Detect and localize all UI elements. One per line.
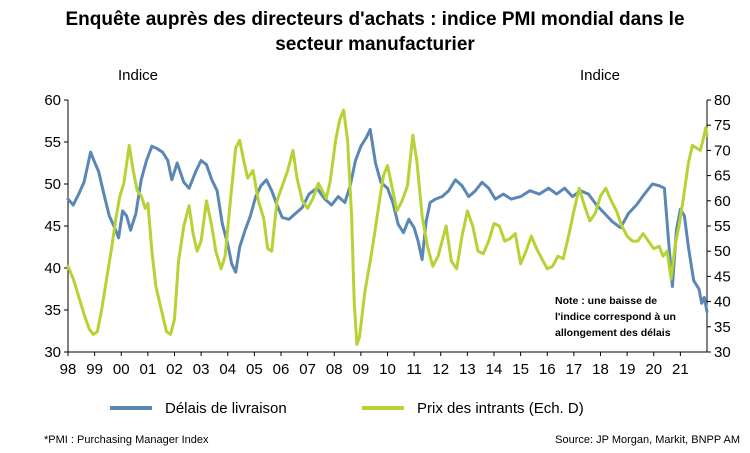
left-axis-unit: Indice [118, 67, 158, 84]
series-line-delais [66, 127, 709, 314]
right-tick-label: 65 [714, 168, 731, 185]
right-tick-label: 75 [714, 117, 731, 134]
series-line-prix [66, 108, 709, 346]
x-tick-label: 00 [113, 361, 130, 378]
x-tick-label: 08 [326, 361, 343, 378]
x-tick-label: 17 [566, 361, 583, 378]
left-tick-label: 50 [44, 176, 61, 193]
x-tick-label: 11 [406, 361, 422, 378]
x-tick-label: 16 [539, 361, 556, 378]
right-tick-label: 60 [714, 193, 731, 210]
x-tick-label: 02 [166, 361, 183, 378]
x-tick-label: 98 [60, 361, 77, 378]
x-tick-label: 07 [299, 361, 316, 378]
x-tick-label: 15 [512, 361, 529, 378]
x-tick-label: 10 [379, 361, 396, 378]
chart-title-line-2: secteur manufacturier [275, 34, 475, 55]
x-tick-label: 09 [353, 361, 370, 378]
left-axis: 30 35 40 45 50 55 60 [44, 92, 69, 361]
right-axis: 30 35 40 45 50 55 60 65 70 75 80 [706, 92, 731, 361]
left-tick-label: 55 [44, 134, 61, 151]
right-tick-label: 30 [714, 344, 731, 361]
right-tick-label: 70 [714, 142, 731, 159]
left-tick-label: 35 [44, 302, 61, 319]
x-tick-label: 99 [86, 361, 103, 378]
x-tick-label: 06 [273, 361, 290, 378]
annotation-line-3: allongement des délais [555, 327, 671, 339]
x-tick-label: 03 [193, 361, 210, 378]
x-tick-label: 12 [432, 361, 449, 378]
left-tick-label: 40 [44, 260, 61, 277]
annotation-line-1: Note : une baisse de [555, 295, 657, 307]
x-tick-label: 14 [486, 361, 503, 378]
x-axis: 98 99 00 01 02 03 04 05 06 07 08 09 10 11 12 13 14 15 16 17… [60, 351, 707, 378]
x-tick-label: 20 [645, 361, 662, 378]
right-tick-label: 40 [714, 294, 731, 311]
x-tick-label: 04 [219, 361, 236, 378]
annotation-note: Note : une baisse de l'indice correspond… [555, 295, 676, 339]
footnote-source: Source: JP Morgan, Markit, BNPP AM [555, 434, 740, 446]
right-tick-label: 50 [714, 243, 731, 260]
legend: Délais de livraison Prix des intrants (E… [110, 400, 584, 417]
left-tick-label: 30 [44, 344, 61, 361]
legend-label-delais: Délais de livraison [165, 400, 287, 417]
right-tick-label: 45 [714, 268, 731, 285]
x-tick-label: 21 [672, 361, 689, 378]
annotation-line-2: l'indice correspond à un [555, 311, 676, 323]
x-tick-label: 18 [592, 361, 609, 378]
plot-series [66, 108, 709, 346]
footnote-left: *PMI : Purchasing Manager Index [44, 434, 209, 446]
x-tick-label: 05 [246, 361, 263, 378]
right-axis-unit: Indice [580, 67, 620, 84]
chart-title-line-1: Enquête auprès des directeurs d'achats :… [65, 9, 684, 30]
right-tick-label: 35 [714, 319, 731, 336]
legend-label-prix: Prix des intrants (Ech. D) [417, 400, 584, 417]
x-tick-label: 19 [619, 361, 636, 378]
x-tick-label: 01 [140, 361, 157, 378]
left-tick-label: 60 [44, 92, 61, 109]
right-tick-label: 55 [714, 218, 731, 235]
left-tick-label: 45 [44, 218, 61, 235]
x-tick-label: 13 [459, 361, 476, 378]
right-tick-label: 80 [714, 92, 731, 109]
